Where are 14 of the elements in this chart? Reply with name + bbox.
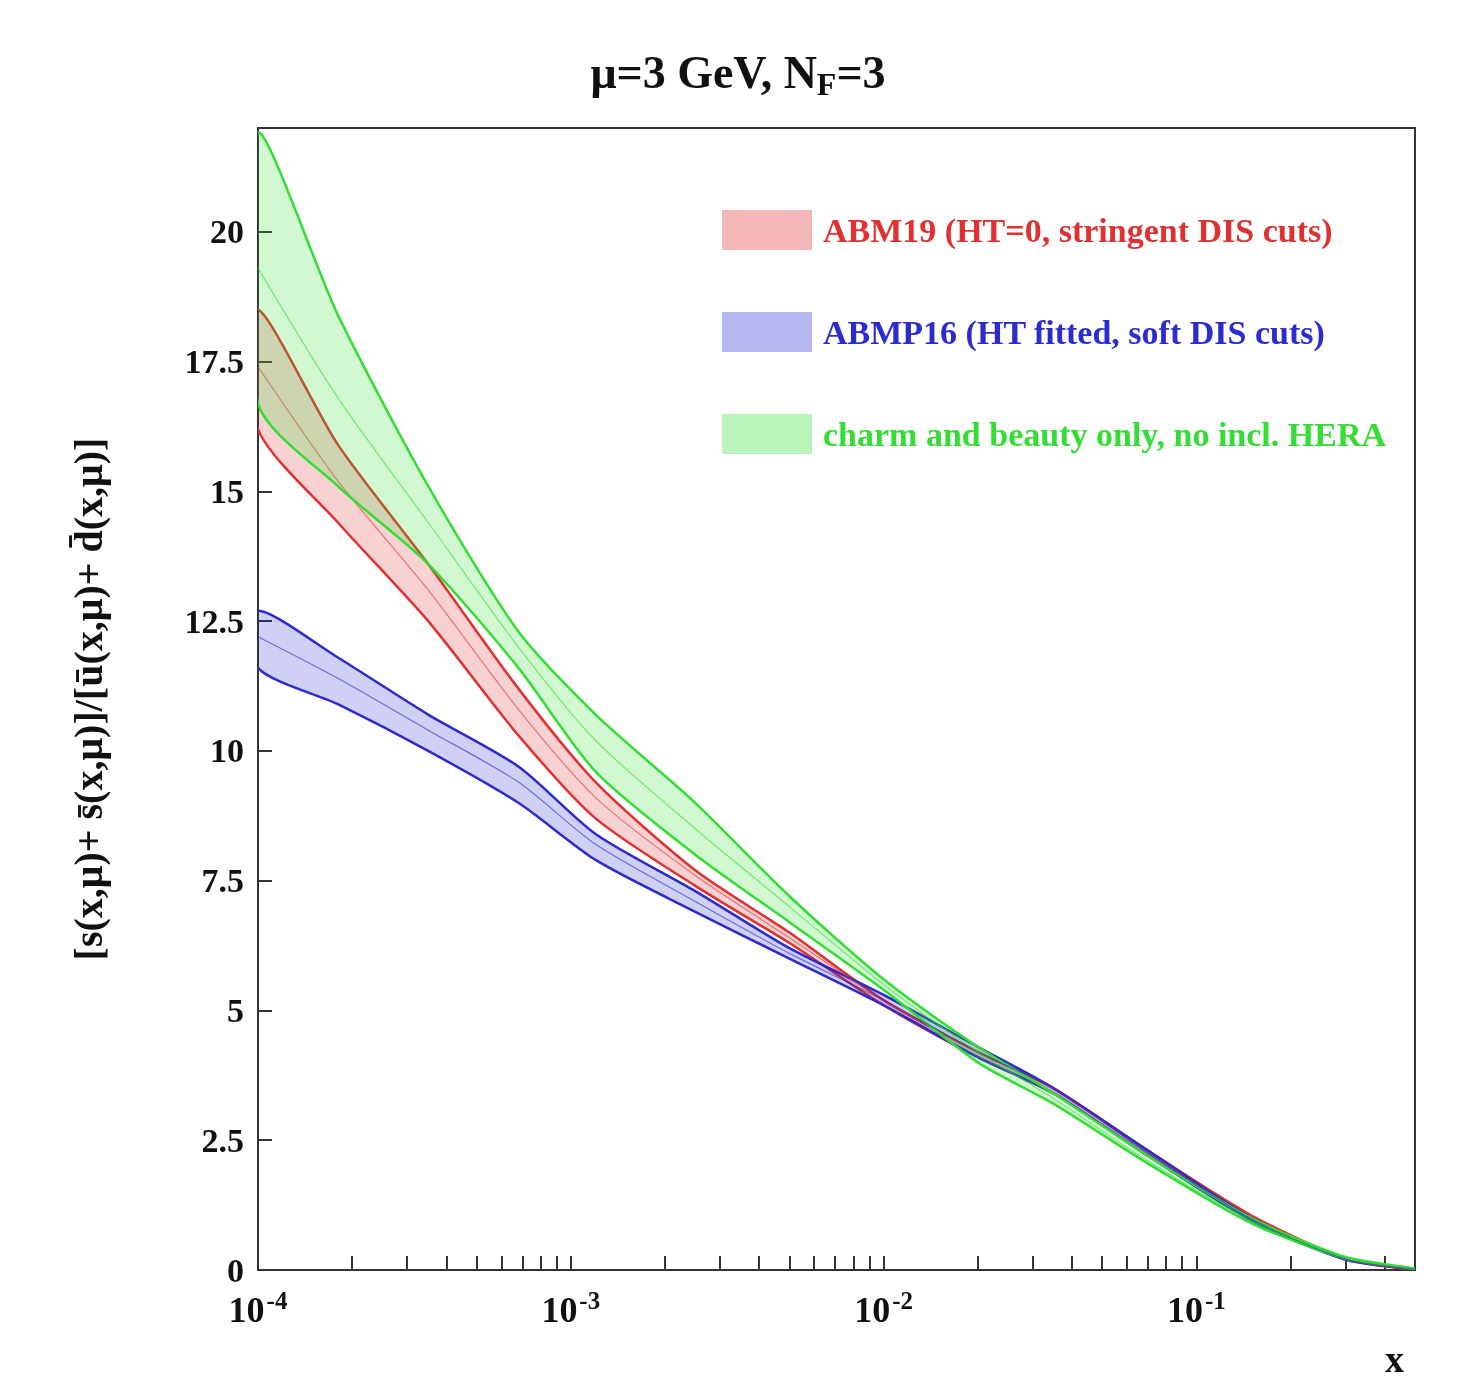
- y-tick-label: 15: [210, 472, 244, 510]
- y-tick-label: 20: [210, 213, 244, 251]
- legend-label: charm and beauty only, no incl. HERA: [823, 415, 1387, 453]
- legend-label: ABM19 (HT=0, stringent DIS cuts): [823, 211, 1333, 250]
- y-tick-label: 12.5: [184, 602, 244, 640]
- x-axis-title: x: [1385, 1338, 1404, 1380]
- y-tick-label: 17.5: [184, 343, 244, 381]
- y-tick-label: 7.5: [201, 862, 244, 900]
- y-tick-label: 0: [227, 1251, 244, 1289]
- y-tick-label: 5: [227, 991, 244, 1029]
- y-tick-label: 2.5: [201, 1121, 244, 1159]
- legend-label: ABMP16 (HT fitted, soft DIS cuts): [823, 313, 1325, 352]
- y-tick-label: 10: [210, 732, 244, 770]
- y-axis-title: [s(x,μ)+ s̄(x,μ)]/[ū(x,μ)+ d̄(x,μ)]: [65, 437, 111, 961]
